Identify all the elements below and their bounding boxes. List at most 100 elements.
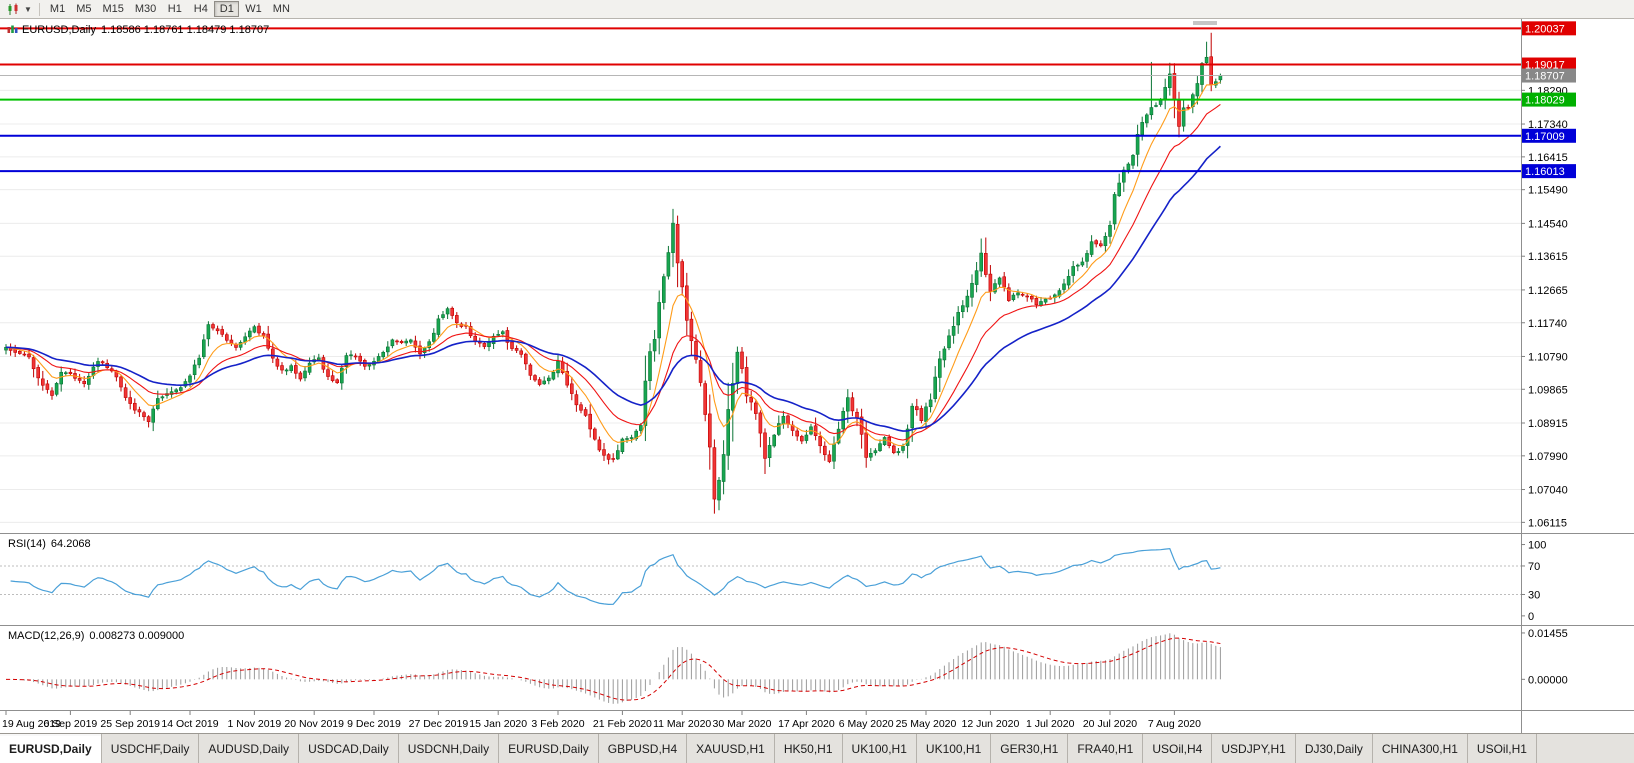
price-tick-label: 1.08915 xyxy=(1528,418,1568,430)
rsi-name: RSI(14) xyxy=(8,538,46,550)
timeframe-button-H1[interactable]: H1 xyxy=(162,1,187,17)
chart-window-icon xyxy=(7,25,18,37)
macd-name: MACD(12,26,9) xyxy=(8,630,85,642)
price-tick-label: 1.07990 xyxy=(1528,451,1568,463)
timeframe-button-M5[interactable]: M5 xyxy=(71,1,96,17)
price-tick-label: 1.07040 xyxy=(1528,485,1568,497)
chart-tab-4-USDCNH-Daily[interactable]: USDCNH,Daily xyxy=(398,734,500,763)
price-tick-label: 1.16415 xyxy=(1528,152,1568,164)
timeframe-toolbar: ▼ M1 M5 M15 M30 H1 H4 D1 W1 MN xyxy=(0,0,1634,19)
chart-tab-17-USOil-H1[interactable]: USOil,H1 xyxy=(1467,734,1537,763)
toolbar-separator xyxy=(38,2,40,16)
candlestick-chart-icon-glyph xyxy=(8,3,18,15)
price-badge-text: 1.17009 xyxy=(1525,131,1565,143)
date-tick-label: 6 May 2020 xyxy=(839,718,894,730)
chart-tab-12-FRA40-H1[interactable]: FRA40,H1 xyxy=(1068,734,1144,763)
macd-tick-label: 0.00000 xyxy=(1528,674,1568,686)
timeframe-button-M15[interactable]: M15 xyxy=(97,1,128,17)
macd-tick-label: 0.01455 xyxy=(1528,628,1568,640)
chart-tab-7-XAUUSD-H1[interactable]: XAUUSD,H1 xyxy=(687,734,775,763)
date-tick-label: 19 Aug 2019 xyxy=(2,718,61,730)
date-tick-label: 11 Mar 2020 xyxy=(653,718,711,730)
rsi-line xyxy=(10,548,1221,605)
chart-tab-8-HK50-H1[interactable]: HK50,H1 xyxy=(774,734,843,763)
price-tick-label: 1.15490 xyxy=(1528,185,1568,197)
timeframe-button-W1[interactable]: W1 xyxy=(240,1,267,17)
date-tick-label: 21 Feb 2020 xyxy=(593,718,652,730)
date-tick-label: 12 Jun 2020 xyxy=(961,718,1019,730)
timeframe-button-D1[interactable]: D1 xyxy=(214,1,240,17)
chart-tab-15-DJ30-Daily[interactable]: DJ30,Daily xyxy=(1295,734,1373,763)
chart-ohlc-readout: 1.18586 1.18761 1.18479 1.18707 xyxy=(100,24,270,36)
chart-tab-9-UK100-H1[interactable]: UK100,H1 xyxy=(842,734,917,763)
price-badge-1.17009 xyxy=(1522,128,1576,143)
price-tick-label: 1.14540 xyxy=(1528,218,1568,230)
date-tick-label: 3 Feb 2020 xyxy=(531,718,584,730)
chart-title: EURUSD,Daily 1.18586 1.18761 1.18479 1.18… xyxy=(7,24,269,37)
price-badge-text: 1.19017 xyxy=(1525,60,1565,72)
macd-signal-line xyxy=(5,637,1221,701)
timeframe-button-MN[interactable]: MN xyxy=(268,1,295,17)
chart-canvas[interactable]: 1.182901.173401.164151.154901.145401.136… xyxy=(0,0,1634,733)
date-tick-label: 1 Nov 2019 xyxy=(228,718,282,730)
timeframe-button-H4[interactable]: H4 xyxy=(188,1,213,17)
macd-values: 0.008273 0.009000 xyxy=(89,630,185,642)
chart-tab-0-EURUSD-Daily[interactable]: EURUSD,Daily xyxy=(0,734,102,763)
moving-average-34 xyxy=(5,145,1221,432)
price-badge-1.16013 xyxy=(1522,164,1576,179)
date-tick-label: 25 May 2020 xyxy=(896,718,957,730)
date-tick-label: 7 Aug 2020 xyxy=(1148,718,1201,730)
price-tick-label: 1.12665 xyxy=(1528,285,1568,297)
chart-tab-16-CHINA300-H1[interactable]: CHINA300,H1 xyxy=(1372,734,1468,763)
chart-tab-5-EURUSD-Daily[interactable]: EURUSD,Daily xyxy=(499,734,599,763)
timeframe-button-M1[interactable]: M1 xyxy=(45,1,70,17)
date-tick-label: 27 Dec 2019 xyxy=(409,718,469,730)
date-tick-label: 20 Jul 2020 xyxy=(1083,718,1137,730)
price-tick-label: 1.17340 xyxy=(1528,119,1568,131)
date-tick-label: 25 Sep 2019 xyxy=(100,718,160,730)
date-tick-label: 9 Dec 2019 xyxy=(347,718,401,730)
price-badge-text: 1.18707 xyxy=(1525,71,1565,83)
price-badge-1.20037 xyxy=(1522,21,1576,36)
chart-tab-10-UK100-H1[interactable]: UK100,H1 xyxy=(916,734,992,763)
rsi-tick-label: 100 xyxy=(1528,540,1546,552)
chart-tab-1-USDCHF-Daily[interactable]: USDCHF,Daily xyxy=(101,734,200,763)
rsi-tick-label: 70 xyxy=(1528,561,1540,573)
chart-tabs-bar: EURUSD,Daily USDCHF,Daily AUDUSD,Daily USDC… xyxy=(0,733,1634,763)
price-badge-1.19017 xyxy=(1522,57,1576,72)
macd-plot[interactable] xyxy=(5,633,1221,704)
chart-tab-3-USDCAD-Daily[interactable]: USDCAD,Daily xyxy=(299,734,399,763)
moving-average-18 xyxy=(5,104,1221,441)
chart-scroll-thumb[interactable] xyxy=(1193,21,1217,25)
chart-tab-6-GBPUSD-H4[interactable]: GBPUSD,H4 xyxy=(598,734,688,763)
chart-tab-13-USOil-H4[interactable]: USOil,H4 xyxy=(1143,734,1213,763)
date-tick-label: 30 Mar 2020 xyxy=(713,718,772,730)
price-badge-text: 1.20037 xyxy=(1525,23,1565,35)
price-tick-label: 1.10790 xyxy=(1528,351,1568,363)
macd-indicator-label: MACD(12,26,9) 0.008273 0.009000 xyxy=(8,630,184,642)
moving-average-8 xyxy=(5,81,1221,447)
price-badge-text: 1.18029 xyxy=(1525,95,1565,107)
chart-type-dropdown-caret[interactable]: ▼ xyxy=(24,4,32,14)
chart-symbol-period: EURUSD,Daily xyxy=(22,24,96,36)
chart-tab-14-USDJPY-H1[interactable]: USDJPY,H1 xyxy=(1212,734,1296,763)
price-axis[interactable]: 1.182901.173401.164151.154901.145401.136… xyxy=(1521,19,1576,733)
rsi-value: 64.2068 xyxy=(50,538,91,550)
price-tick-label: 1.11740 xyxy=(1528,318,1567,330)
chart-tab-2-AUDUSD-Daily[interactable]: AUDUSD,Daily xyxy=(199,734,300,763)
date-tick-label: 14 Oct 2019 xyxy=(161,718,218,730)
chart-tab-11-GER30-H1[interactable]: GER30,H1 xyxy=(991,734,1069,763)
price-tick-label: 1.09865 xyxy=(1528,384,1568,396)
rsi-tick-label: 0 xyxy=(1528,611,1534,623)
timeframe-button-group: M1 M5 M15 M30 H1 H4 D1 W1 MN xyxy=(45,1,295,17)
price-badge-1.18029 xyxy=(1522,92,1576,107)
candlestick-chart-icon[interactable] xyxy=(4,2,24,17)
date-tick-label: 1 Jul 2020 xyxy=(1026,718,1075,730)
main-price-plot[interactable] xyxy=(0,32,1521,523)
rsi-tick-label: 30 xyxy=(1528,589,1540,601)
date-tick-label: 20 Nov 2019 xyxy=(284,718,344,730)
timeframe-button-M30[interactable]: M30 xyxy=(130,1,161,17)
rsi-plot[interactable] xyxy=(0,548,1521,605)
